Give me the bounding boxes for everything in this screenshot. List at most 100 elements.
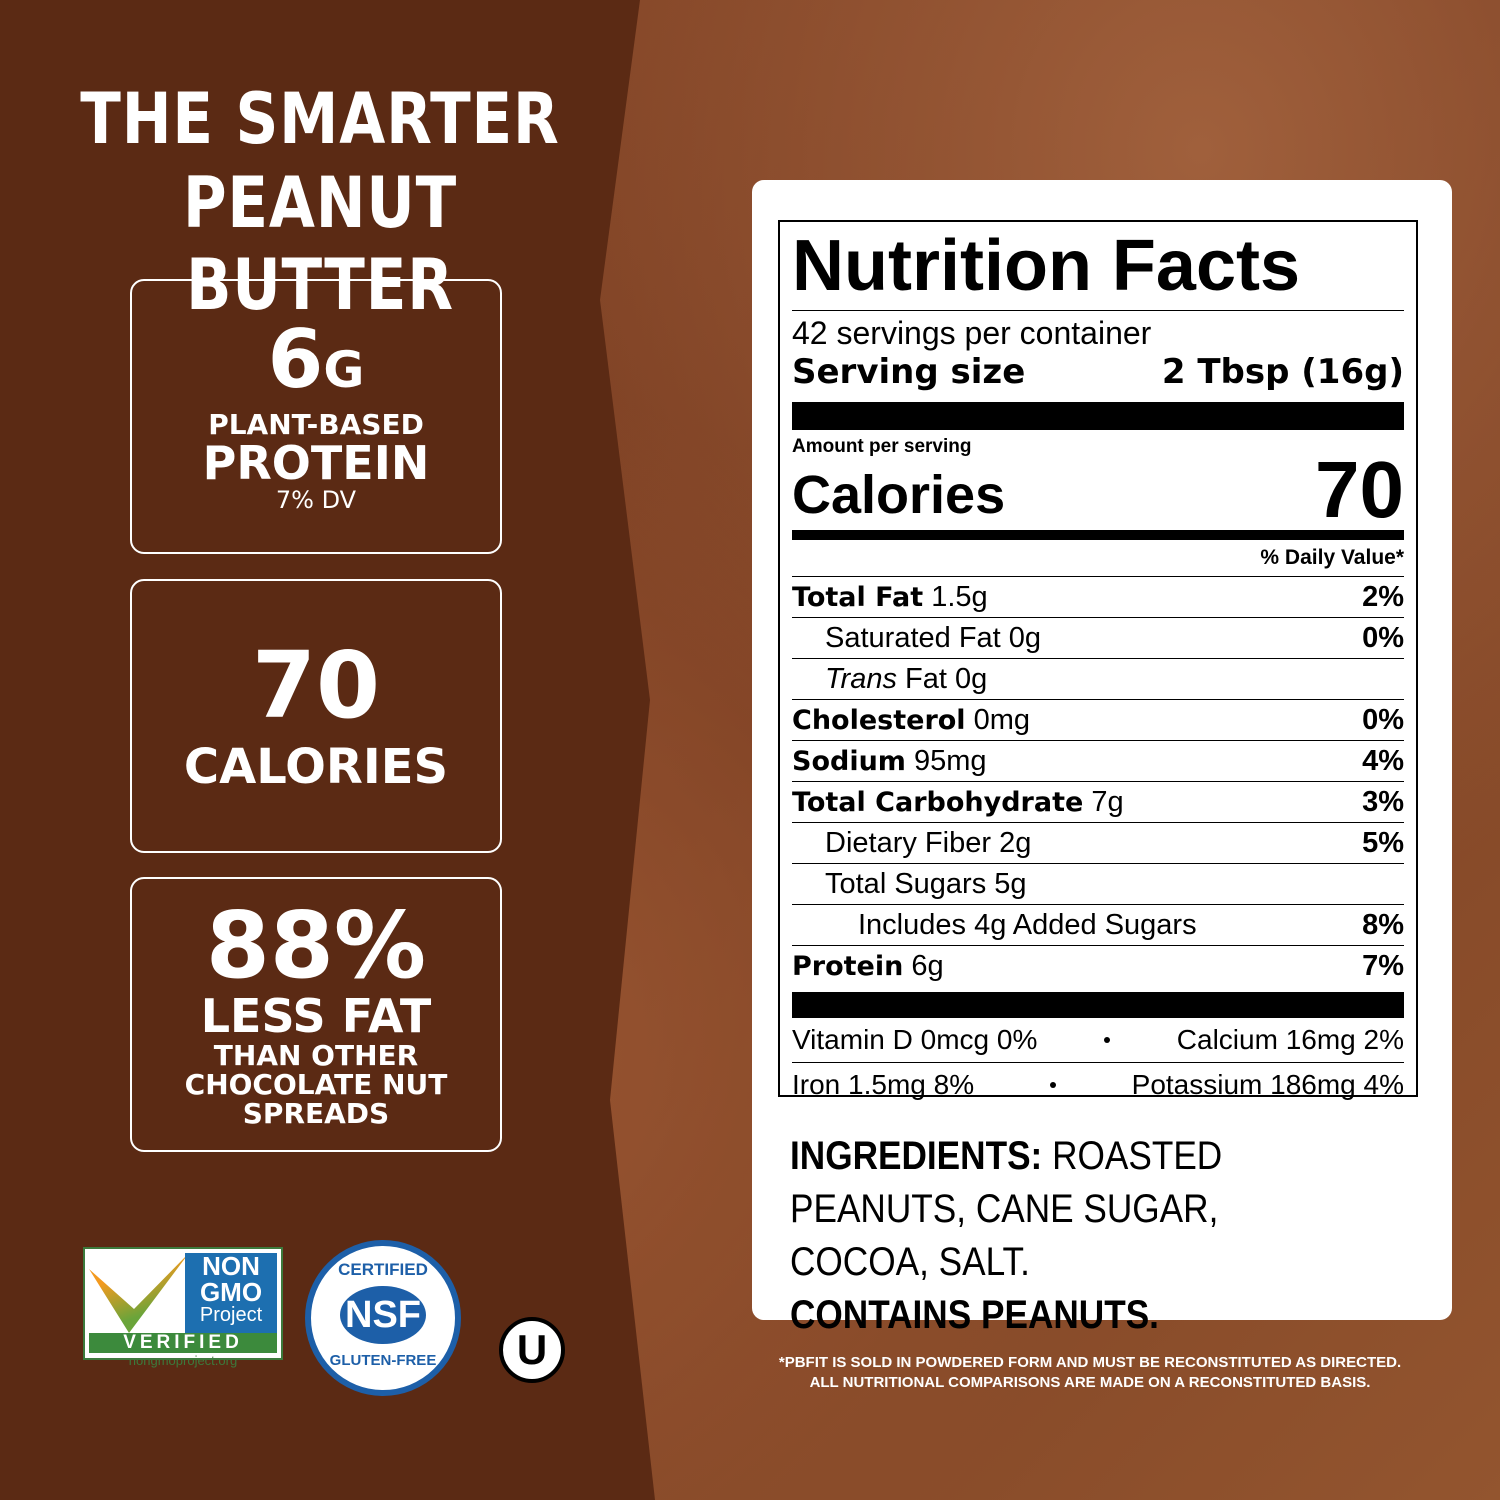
nutrient-row: Protein 6g 7%: [792, 945, 1404, 986]
medium-bar: [792, 530, 1404, 540]
nutrient-row: Total Sugars 5g: [792, 863, 1404, 904]
daily-value: 2%: [1362, 580, 1404, 613]
badge-number: 70: [251, 631, 381, 739]
badge-line: PROTEIN: [202, 436, 430, 491]
badge-value: 6G: [132, 320, 500, 400]
nutrient-name: Trans: [825, 662, 897, 695]
nutrient-name: Total Carbohydrate: [792, 786, 1084, 818]
footnote-line: ALL NUTRITIONAL COMPARISONS ARE MADE ON …: [809, 1374, 1371, 1391]
badge-line: 7% DV: [275, 485, 357, 514]
badge-number: 6: [267, 313, 324, 407]
thick-bar: [792, 992, 1404, 1018]
nutrient: Includes 4g Added Sugars: [792, 909, 1197, 942]
daily-value: 5%: [1362, 826, 1404, 859]
nutrient-name: Dietary Fiber: [825, 826, 991, 859]
nutrient-amount: 0g: [955, 662, 988, 695]
headline: THE SMARTER: [80, 78, 560, 160]
nutrition-card: [752, 180, 1452, 1320]
nutrient-name: Protein: [792, 950, 904, 982]
daily-value: 8%: [1362, 908, 1404, 941]
badge: 70 CALORIES: [130, 579, 502, 853]
calories-label: Calories: [792, 465, 1006, 525]
badge-line: CHOCOLATE NUT: [184, 1067, 448, 1101]
badge-line: THAN OTHER: [213, 1038, 419, 1072]
nutrient: Saturated Fat 0g: [792, 622, 1041, 655]
badge-line: CALORIES: [183, 738, 449, 795]
daily-value: 0%: [1362, 703, 1404, 736]
nutrient: Protein 6g: [792, 950, 944, 983]
badge-line: LESS FAT: [200, 989, 432, 1044]
nutrient: Sodium 95mg: [792, 745, 987, 778]
nutrient: Dietary Fiber 2g: [792, 827, 1031, 860]
logo-text: VERIFIED: [89, 1333, 277, 1353]
vitamin-row: Vitamin D 0mcg 0% Calcium 16mg 2%: [792, 1018, 1404, 1062]
nutrient: Total Carbohydrate 7g: [792, 786, 1124, 819]
logo-text: nongmoproject.org: [128, 1353, 238, 1368]
nutrient-amount: 1.5g: [931, 580, 988, 613]
nutrient-row: Trans Fat 0g: [792, 658, 1404, 699]
nutrient-amount: 0mg: [973, 703, 1031, 736]
butterfly-mark: [89, 1253, 189, 1333]
nutrient: Trans Fat 0g: [792, 663, 987, 696]
badge: 6G PLANT-BASED PROTEIN 7% DV: [130, 279, 502, 554]
nutrient: Total Sugars 5g: [792, 868, 1027, 901]
footnote-line: *PBFIT IS SOLD IN POWDERED FORM AND MUST…: [778, 1354, 1402, 1371]
nutrient-row: Total Carbohydrate 7g 3%: [792, 781, 1404, 822]
nutrient-row: Sodium 95mg 4%: [792, 740, 1404, 781]
daily-value: 0%: [1362, 621, 1404, 654]
logo-text: GMO: [199, 1277, 263, 1307]
nutrient-row: Total Fat 1.5g 2%: [792, 576, 1404, 617]
nutrient: Cholesterol 0mg: [792, 704, 1030, 737]
nutrient: Total Fat 1.5g: [792, 581, 988, 614]
nutrient-row: Dietary Fiber 2g 5%: [792, 822, 1404, 863]
nongmo-logo: NON GMO Project VERIFIED nongmoproject.o…: [83, 1247, 283, 1368]
vitamin: Potassium 186mg 4%: [1131, 1068, 1404, 1100]
ingredients-text: ROASTED PEANUTS, CANE SUGAR, COCOA, SALT…: [790, 1134, 1223, 1284]
separator-dot: [1104, 1037, 1111, 1043]
daily-value: 4%: [1362, 744, 1404, 777]
nutrient-rows: Total Fat 1.5g 2% Saturated Fat 0g 0% Trans …: [792, 576, 1404, 986]
separator-dot: [1049, 1081, 1056, 1088]
badge: 88% LESS FAT THAN OTHER CHOCOLATE NUT SP…: [130, 877, 502, 1152]
nsf-logo: CERTIFIED NSF GLUTEN-FREE: [305, 1240, 461, 1396]
calories: Calories 70: [792, 450, 1404, 530]
footnote: *PBFIT IS SOLD IN POWDERED FORM AND MUST…: [740, 1353, 1440, 1393]
nutrient-amount: 95mg: [914, 744, 987, 777]
nutrient-name: Sodium: [792, 745, 906, 777]
badge-number: 88%: [205, 892, 427, 1000]
nutrient-amount: 7g: [1091, 785, 1124, 818]
nutrient-amount: 6g: [911, 949, 944, 982]
vitamin: Calcium 16mg 2%: [1176, 1024, 1404, 1055]
nutrient-name: Total Fat: [792, 581, 924, 613]
thick-bar: [792, 402, 1404, 430]
serving-size-label: Serving size: [792, 352, 1026, 392]
nutrition-label: Nutrition Facts 42 servings per containe…: [778, 220, 1418, 1100]
daily-value: 3%: [1362, 785, 1404, 818]
vitamin-row: Iron 1.5mg 8% Potassium 186mg 4%: [792, 1062, 1404, 1106]
logo-text: CERTIFIED: [338, 1260, 428, 1279]
kosher-logo: U: [499, 1317, 565, 1383]
amount-per-serving: Amount per serving: [792, 436, 972, 457]
serving-size-value: 2 Tbsp (16g): [1161, 352, 1404, 392]
vitamin: Iron 1.5mg 8%: [792, 1068, 975, 1100]
nutrient-name: Cholesterol: [792, 704, 966, 736]
servings: 42 servings per container: [792, 315, 1152, 351]
logo-text: Project: [199, 1304, 263, 1326]
nutrient-name: Total Sugars: [825, 867, 987, 900]
serving-size: Serving size 2 Tbsp (16g): [792, 352, 1404, 392]
calories-value: 70: [1315, 445, 1404, 534]
nutrient-row: Includes 4g Added Sugars 8%: [792, 904, 1404, 945]
badge-line: SPREADS: [242, 1097, 390, 1131]
nutrient-row: Cholesterol 0mg 0%: [792, 699, 1404, 740]
ingredients-label: INGREDIENTS:: [790, 1134, 1043, 1178]
ingredients: INGREDIENTS: ROASTED PEANUTS, CANE SUGAR…: [790, 1130, 1353, 1342]
nongmo-text: NON GMO Project: [185, 1253, 277, 1333]
nutrient-amount: 2g: [999, 826, 1032, 859]
allergen: CONTAINS PEANUTS.: [790, 1293, 1159, 1337]
logo-text: NSF: [340, 1286, 426, 1344]
daily-value: 7%: [1362, 949, 1404, 982]
badge-unit: G: [323, 341, 365, 400]
nutrient-row: Saturated Fat 0g 0%: [792, 617, 1404, 658]
badge-line: PLANT-BASED: [208, 408, 424, 442]
